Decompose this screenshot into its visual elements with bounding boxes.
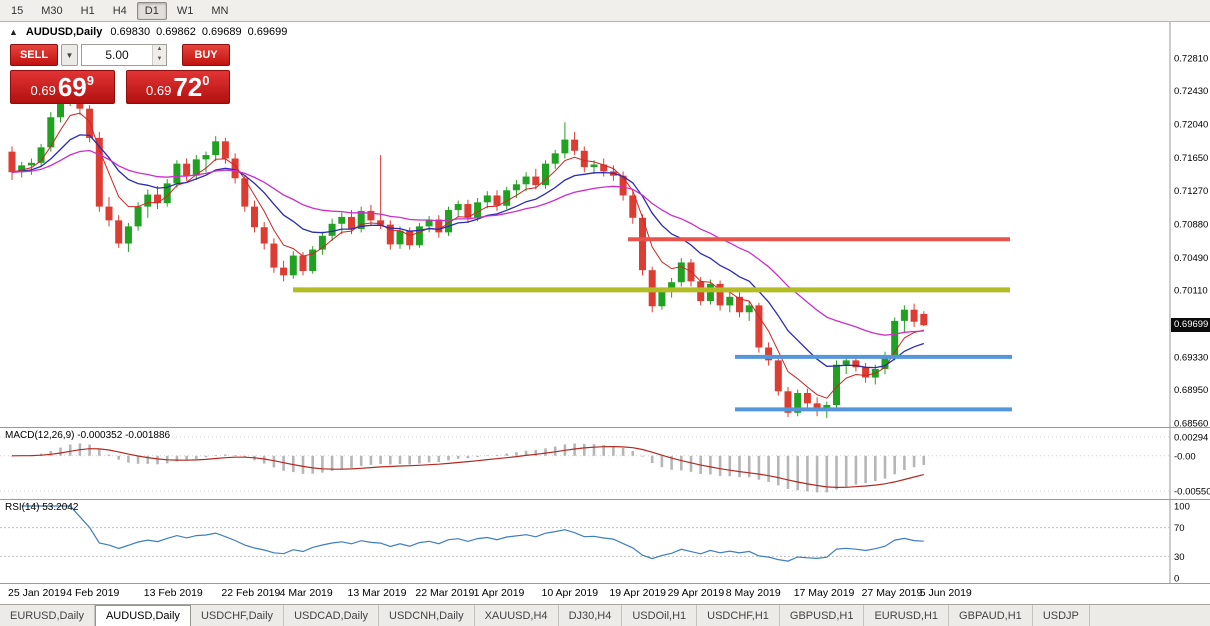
- chart-tab-usdjp[interactable]: USDJP: [1033, 605, 1090, 626]
- svg-text:8 May 2019: 8 May 2019: [726, 587, 781, 599]
- svg-text:0.68560: 0.68560: [1174, 419, 1208, 430]
- svg-text:22 Mar 2019: 22 Mar 2019: [415, 587, 474, 599]
- svg-text:17 May 2019: 17 May 2019: [794, 587, 855, 599]
- chart-tab-dj30-h4[interactable]: DJ30,H4: [559, 605, 623, 626]
- chart-tab-eurusd-h1[interactable]: EURUSD,H1: [864, 605, 950, 626]
- chart-tab-usdchf-h1[interactable]: USDCHF,H1: [697, 605, 780, 626]
- buy-price-prefix: 0.69: [146, 83, 172, 98]
- chart-tab-xauusd-h4[interactable]: XAUUSD,H4: [475, 605, 559, 626]
- svg-text:70: 70: [1174, 523, 1185, 534]
- svg-text:4 Feb 2019: 4 Feb 2019: [66, 587, 119, 599]
- svg-text:0.69330: 0.69330: [1174, 352, 1208, 363]
- svg-text:-0.00550: -0.00550: [1174, 487, 1210, 498]
- volume-increase-button[interactable]: ▲: [153, 45, 166, 55]
- chart-tab-gbpaud-h1[interactable]: GBPAUD,H1: [949, 605, 1033, 626]
- chart-tab-audusd-daily[interactable]: AUDUSD,Daily: [94, 605, 191, 626]
- price-axis: 0.72810 0.72430 0.72040 0.71650 0.71270 0.708…: [1174, 54, 1208, 430]
- svg-text:0.70490: 0.70490: [1174, 253, 1208, 264]
- svg-text:0.72040: 0.72040: [1174, 120, 1208, 131]
- macd-histogram: 0.00294 -0.00 -0.00550: [0, 433, 1210, 498]
- chart-tab-usdoil-h1[interactable]: USDOil,H1: [622, 605, 698, 626]
- sell-price-prefix: 0.69: [30, 83, 56, 98]
- volume-input[interactable]: [82, 45, 152, 65]
- chart-symbol-label: AUDUSD,Daily: [25, 26, 103, 38]
- svg-text:0.00294: 0.00294: [1174, 433, 1208, 444]
- macd-indicator-label: MACD(12,26,9) -0.000352 -0.001886: [5, 430, 171, 441]
- trade-prices-row: 0.69 69 9 0.69 72 0: [10, 70, 230, 104]
- svg-text:25 Jan 2019: 25 Jan 2019: [8, 587, 66, 599]
- timeframe-button-mn[interactable]: MN: [203, 2, 236, 20]
- ohlc-value: 0.69689: [201, 26, 242, 38]
- chart-canvas[interactable]: 0.72810 0.72430 0.72040 0.71650 0.71270 0.708…: [0, 22, 1210, 604]
- svg-text:30: 30: [1174, 552, 1185, 563]
- chart-ohlc-values: 0.69830 0.69862 0.69689 0.69699: [110, 26, 293, 38]
- timeframe-button-w1[interactable]: W1: [169, 2, 202, 20]
- svg-text:4 Mar 2019: 4 Mar 2019: [280, 587, 333, 599]
- svg-text:1 Apr 2019: 1 Apr 2019: [474, 587, 525, 599]
- trade-controls-row: SELL ▼ ▲ ▼ BUY: [10, 44, 230, 66]
- chart-tabbar: EURUSD,Daily AUDUSD,Daily USDCHF,Daily USDC…: [0, 604, 1210, 626]
- svg-text:0.72430: 0.72430: [1174, 86, 1208, 97]
- svg-text:0.70880: 0.70880: [1174, 219, 1208, 230]
- chart-header: ▲ AUDUSD,Daily 0.69830 0.69862 0.69689 0.69…: [9, 26, 293, 38]
- chevron-down-icon: ▼: [65, 50, 74, 60]
- volume-spinner: ▲ ▼: [152, 45, 166, 65]
- svg-text:100: 100: [1174, 502, 1190, 513]
- candlestick-series: [8, 80, 928, 418]
- collapse-trade-panel-button[interactable]: ▲: [9, 27, 18, 37]
- chart-tab-gbpusd-h1[interactable]: GBPUSD,H1: [780, 605, 865, 626]
- buy-price-button[interactable]: 0.69 72 0: [125, 70, 230, 104]
- volume-preset-dropdown[interactable]: ▼: [61, 44, 78, 66]
- buy-price-big: 72: [173, 72, 203, 102]
- svg-text:0: 0: [1174, 574, 1179, 585]
- timeframe-button-m30[interactable]: M30: [33, 2, 70, 20]
- sell-price-button[interactable]: 0.69 69 9: [10, 70, 115, 104]
- volume-decrease-button[interactable]: ▼: [153, 55, 166, 65]
- chart-tab-eurusd-daily[interactable]: EURUSD,Daily: [0, 605, 95, 626]
- svg-text:27 May 2019: 27 May 2019: [862, 587, 923, 599]
- svg-text:29 Apr 2019: 29 Apr 2019: [668, 587, 725, 599]
- svg-text:22 Feb 2019: 22 Feb 2019: [221, 587, 280, 599]
- date-axis: 25 Jan 2019 4 Feb 2019 13 Feb 2019 22 Feb 2…: [8, 587, 972, 599]
- svg-text:0.71650: 0.71650: [1174, 153, 1208, 164]
- svg-text:0.71270: 0.71270: [1174, 186, 1208, 197]
- ohlc-value: 0.69830: [110, 26, 151, 38]
- one-click-trading-panel: SELL ▼ ▲ ▼ BUY 0.69 69 9 0.69 72 0: [10, 44, 230, 104]
- svg-text:5 Jun 2019: 5 Jun 2019: [920, 587, 972, 599]
- svg-text:0.70110: 0.70110: [1174, 285, 1208, 296]
- volume-field-wrap: ▲ ▼: [81, 44, 167, 66]
- current-price-badge: 0.69699: [1171, 318, 1210, 333]
- sell-button[interactable]: SELL: [10, 44, 58, 66]
- chart-tab-usdchf-daily[interactable]: USDCHF,Daily: [191, 605, 285, 626]
- rsi-indicator-label: RSI(14) 53.2042: [5, 502, 79, 513]
- sell-price-sup: 9: [86, 73, 94, 88]
- timeframe-button-h1[interactable]: H1: [73, 2, 103, 20]
- timeframe-button-h4[interactable]: H4: [105, 2, 135, 20]
- rsi-line: 100 70 30 0: [0, 502, 1190, 585]
- ohlc-value: 0.69862: [156, 26, 196, 38]
- axes: [0, 22, 1210, 584]
- chart-tab-usdcad-daily[interactable]: USDCAD,Daily: [284, 605, 380, 626]
- ohlc-value: 0.69699: [247, 26, 288, 38]
- horizontal-lines[interactable]: [293, 237, 1012, 412]
- svg-text:0.68950: 0.68950: [1174, 385, 1208, 396]
- svg-text:-0.00: -0.00: [1174, 451, 1196, 462]
- buy-button[interactable]: BUY: [182, 44, 230, 66]
- buy-price-sup: 0: [202, 73, 210, 88]
- svg-text:0.72810: 0.72810: [1174, 54, 1208, 65]
- svg-text:13 Mar 2019: 13 Mar 2019: [348, 587, 407, 599]
- svg-text:10 Apr 2019: 10 Apr 2019: [542, 587, 599, 599]
- chart-tab-usdcnh-daily[interactable]: USDCNH,Daily: [379, 605, 475, 626]
- timeframe-button-d1[interactable]: D1: [136, 1, 167, 20]
- timeframe-toolbar: 15 M30 H1 H4 D1 W1 MN: [0, 0, 1210, 22]
- sell-price-big: 69: [57, 72, 87, 102]
- svg-text:13 Feb 2019: 13 Feb 2019: [144, 587, 203, 599]
- timeframe-button-15[interactable]: 15: [3, 2, 31, 20]
- moving-average-lines: [11, 112, 925, 399]
- svg-text:19 Apr 2019: 19 Apr 2019: [609, 587, 666, 599]
